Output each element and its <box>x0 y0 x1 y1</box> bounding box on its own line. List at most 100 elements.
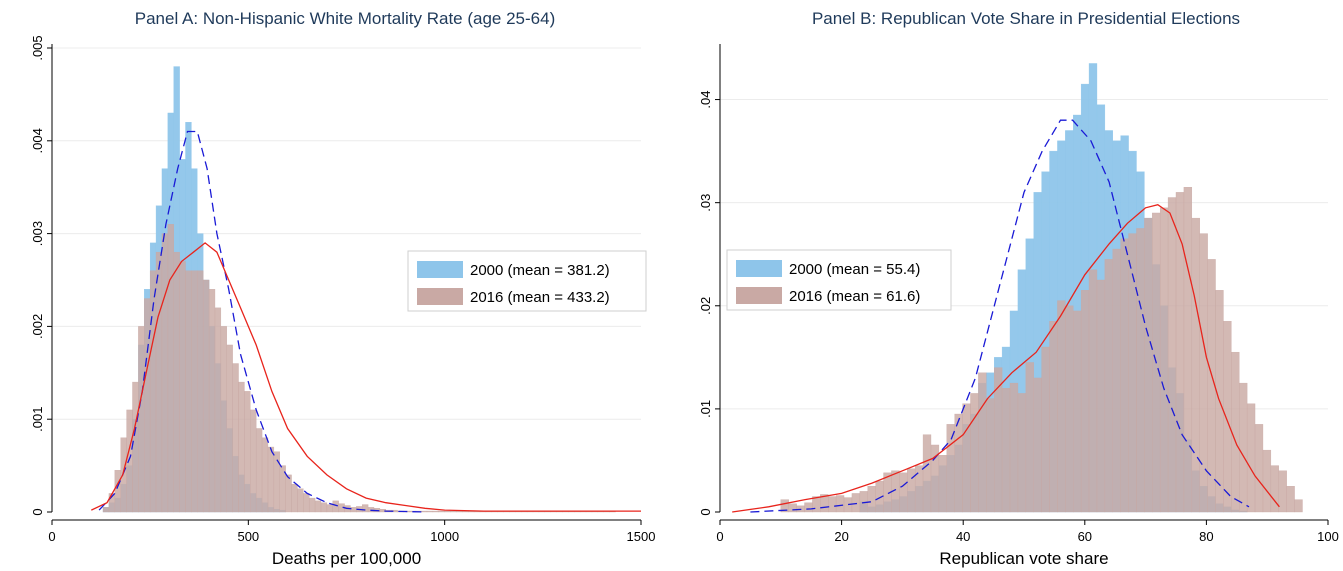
histogram-bar <box>828 496 837 513</box>
histogram-bar <box>1025 362 1034 513</box>
histogram-bar <box>954 413 963 513</box>
y-tick-label: .002 <box>30 314 45 339</box>
histogram-bar <box>1286 486 1295 513</box>
x-tick-label: 500 <box>237 529 259 544</box>
histogram-bar <box>1246 403 1256 513</box>
histogram-bar <box>155 251 163 513</box>
x-tick-label: 0 <box>48 529 55 544</box>
histogram-bar <box>1057 300 1066 513</box>
histogram-bar <box>114 470 121 513</box>
density-curve-1 <box>732 203 1280 513</box>
histogram-bar <box>1017 393 1027 513</box>
histogram-bar <box>1231 351 1240 513</box>
histogram-bar <box>1223 321 1232 513</box>
histogram-bar <box>362 504 369 513</box>
histogram-bar <box>197 270 204 513</box>
histogram-bar <box>332 500 339 513</box>
legend-entry: 2000 (mean = 381.2) <box>470 262 610 279</box>
histogram-bar <box>851 493 861 513</box>
histogram-bar <box>314 500 322 513</box>
y-tick-label: .001 <box>30 407 45 432</box>
x-axis-label: Deaths per 100,000 <box>272 549 421 568</box>
panel-a: Panel A: Non-Hispanic White Mortality Ra… <box>0 0 668 571</box>
histogram-bar <box>835 495 845 513</box>
y-tick-label: .003 <box>30 221 45 246</box>
panel-a-chart: Panel A: Non-Hispanic White Mortality Ra… <box>30 9 655 568</box>
legend-swatch <box>736 260 782 277</box>
histogram-bar <box>144 298 151 513</box>
histogram-bar <box>922 434 932 513</box>
histogram-bar <box>859 491 868 513</box>
histogram-bar <box>1159 207 1169 513</box>
histogram-bar <box>291 483 298 513</box>
histogram-bar <box>126 409 133 513</box>
histogram-bar <box>1001 388 1011 513</box>
histogram-bar <box>426 510 434 513</box>
panel-b-chart: Panel B: Republican Vote Share in Presid… <box>698 9 1339 568</box>
histogram-bar <box>962 403 971 513</box>
histogram-bar <box>1239 382 1248 513</box>
histogram-bar <box>804 502 813 513</box>
y-tick-label: .02 <box>698 297 713 315</box>
density-curve-0 <box>750 119 1250 513</box>
y-tick-label: 0 <box>30 508 45 515</box>
histogram-bar <box>214 307 222 513</box>
y-tick-label: .01 <box>698 400 713 418</box>
histogram-bar <box>102 507 110 513</box>
histogram-bar <box>420 510 428 513</box>
histogram-bar <box>285 474 292 513</box>
histogram-bar <box>226 344 233 513</box>
histogram-bar <box>179 261 186 513</box>
y-tick-label: .005 <box>30 35 45 60</box>
histogram-bar <box>1278 470 1287 513</box>
x-tick-label: 0 <box>716 529 723 544</box>
histogram-bar <box>185 270 192 513</box>
histogram-bar <box>244 391 251 513</box>
histogram-bar <box>1120 238 1129 513</box>
legend-swatch <box>417 288 463 305</box>
histogram-bar <box>138 326 145 513</box>
histogram-bar <box>173 251 180 513</box>
x-tick-label: 1000 <box>430 529 459 544</box>
histogram-bar <box>914 465 924 513</box>
histogram-bar <box>297 488 304 513</box>
y-tick-label: .04 <box>698 91 713 109</box>
histogram-bar <box>1073 310 1082 513</box>
legend: 2000 (mean = 381.2) 2016 (mean = 433.2) <box>407 250 647 312</box>
chart-title: Panel B: Republican Vote Share in Presid… <box>812 9 1240 28</box>
histogram-bar <box>1096 279 1106 513</box>
histogram-bar <box>350 507 357 513</box>
histogram-bar <box>432 510 439 513</box>
histogram-bar <box>320 502 328 513</box>
histogram-bar <box>1112 248 1121 513</box>
histogram-bar <box>132 381 139 513</box>
histogram-bar <box>812 496 821 513</box>
histogram-bar <box>938 455 947 513</box>
histogram-bar <box>1254 424 1264 513</box>
legend-entry: 2016 (mean = 61.6) <box>789 288 920 305</box>
histogram-bar <box>1294 499 1303 513</box>
histogram-bar <box>978 372 987 513</box>
histogram-bar <box>261 437 269 513</box>
histogram-bar <box>970 393 979 513</box>
y-tick-label: .03 <box>698 194 713 212</box>
histogram-bar <box>238 381 245 513</box>
histogram-bar <box>167 224 174 513</box>
histogram-bar <box>232 363 239 513</box>
histogram-bar <box>946 424 955 513</box>
histogram-bar <box>1262 449 1272 513</box>
histogram-bar <box>1167 197 1177 513</box>
histogram-bar <box>367 507 375 513</box>
histogram-bar <box>450 510 457 513</box>
y-tick-label: .004 <box>30 128 45 153</box>
histogram-bar <box>444 510 451 513</box>
x-tick-label: 100 <box>1317 529 1339 544</box>
histogram-bar <box>1175 192 1185 513</box>
x-axis-label: Republican vote share <box>939 549 1108 568</box>
histogram-bar <box>867 486 876 513</box>
density-curve-1 <box>91 242 641 512</box>
histogram-bar <box>202 279 210 513</box>
histogram-bar <box>1065 305 1074 513</box>
histogram-bar <box>267 446 275 513</box>
histogram-bar <box>120 437 127 513</box>
